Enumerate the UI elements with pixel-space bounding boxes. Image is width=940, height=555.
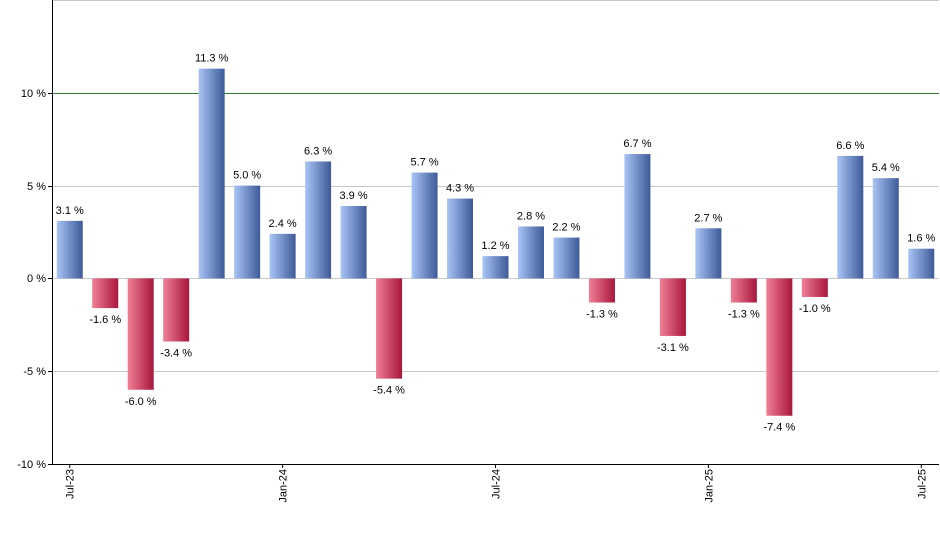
bar (801, 278, 828, 297)
value-labels: 3.1 % -1.6 % -6.0 % -3.4 % 11.3 % 5.0 % 2.4 % 6… (56, 53, 936, 434)
data-label: 3.9 % (340, 190, 368, 202)
bar (624, 154, 651, 279)
data-label: -3.1 % (657, 342, 689, 354)
data-label: -1.3 % (586, 309, 618, 321)
x-tick-label: Jul-25 (916, 469, 928, 499)
data-label: 1.2 % (481, 240, 509, 252)
bar (305, 161, 332, 279)
bar (447, 198, 474, 279)
data-label: 5.7 % (410, 157, 438, 169)
data-label: 2.7 % (694, 212, 722, 224)
bar (730, 278, 757, 303)
y-tick-label: 0 % (27, 273, 46, 285)
axes: 10 % 5 % 0 % -5 % -10 % Jul-23 Jan-24 Jul-24 Jan… (17, 0, 939, 503)
bar (872, 178, 899, 279)
bar (482, 256, 509, 279)
bar (411, 172, 438, 279)
data-label: 2.8 % (517, 210, 545, 222)
bar (56, 220, 83, 279)
x-tick-label: Jul-23 (65, 469, 77, 499)
data-label: -7.4 % (763, 422, 795, 434)
y-tick-label: 5 % (27, 181, 46, 193)
bar (269, 233, 296, 279)
data-label: 6.6 % (836, 140, 864, 152)
bars (56, 68, 935, 416)
x-tick-label: Jul-24 (491, 469, 503, 499)
data-label: 5.0 % (233, 170, 261, 182)
data-label: -6.0 % (125, 396, 157, 408)
bar (766, 278, 793, 416)
bar (553, 237, 580, 279)
bar (234, 185, 261, 279)
bar (908, 248, 935, 279)
bar (92, 278, 119, 309)
data-label: -1.3 % (728, 309, 760, 321)
bar (198, 68, 225, 279)
y-tick-label: 10 % (21, 88, 46, 100)
data-label: 3.1 % (56, 205, 84, 217)
data-label: 6.3 % (304, 145, 332, 157)
bar (163, 278, 190, 342)
data-label: -1.0 % (799, 303, 831, 315)
bar (659, 278, 686, 336)
data-label: 1.6 % (907, 233, 935, 245)
data-label: 2.4 % (269, 218, 297, 230)
bar (517, 226, 544, 279)
data-label: -1.6 % (89, 314, 121, 326)
data-label: -5.4 % (373, 385, 405, 397)
bar (127, 278, 154, 390)
bar (695, 228, 722, 279)
x-tick-label: Jan-24 (278, 469, 290, 503)
bar (837, 155, 864, 279)
bar (588, 278, 615, 303)
data-label: 11.3 % (195, 53, 229, 65)
y-tick-label: -10 % (17, 459, 46, 471)
data-label: 4.3 % (446, 183, 474, 195)
x-tick-label: Jan-25 (703, 469, 715, 503)
y-tick-label: -5 % (23, 366, 46, 378)
bar (376, 278, 403, 379)
data-label: 2.2 % (552, 222, 580, 234)
data-label: 5.4 % (872, 162, 900, 174)
data-label: -3.4 % (160, 348, 192, 360)
data-label: 6.7 % (623, 138, 651, 150)
bar (340, 206, 367, 279)
